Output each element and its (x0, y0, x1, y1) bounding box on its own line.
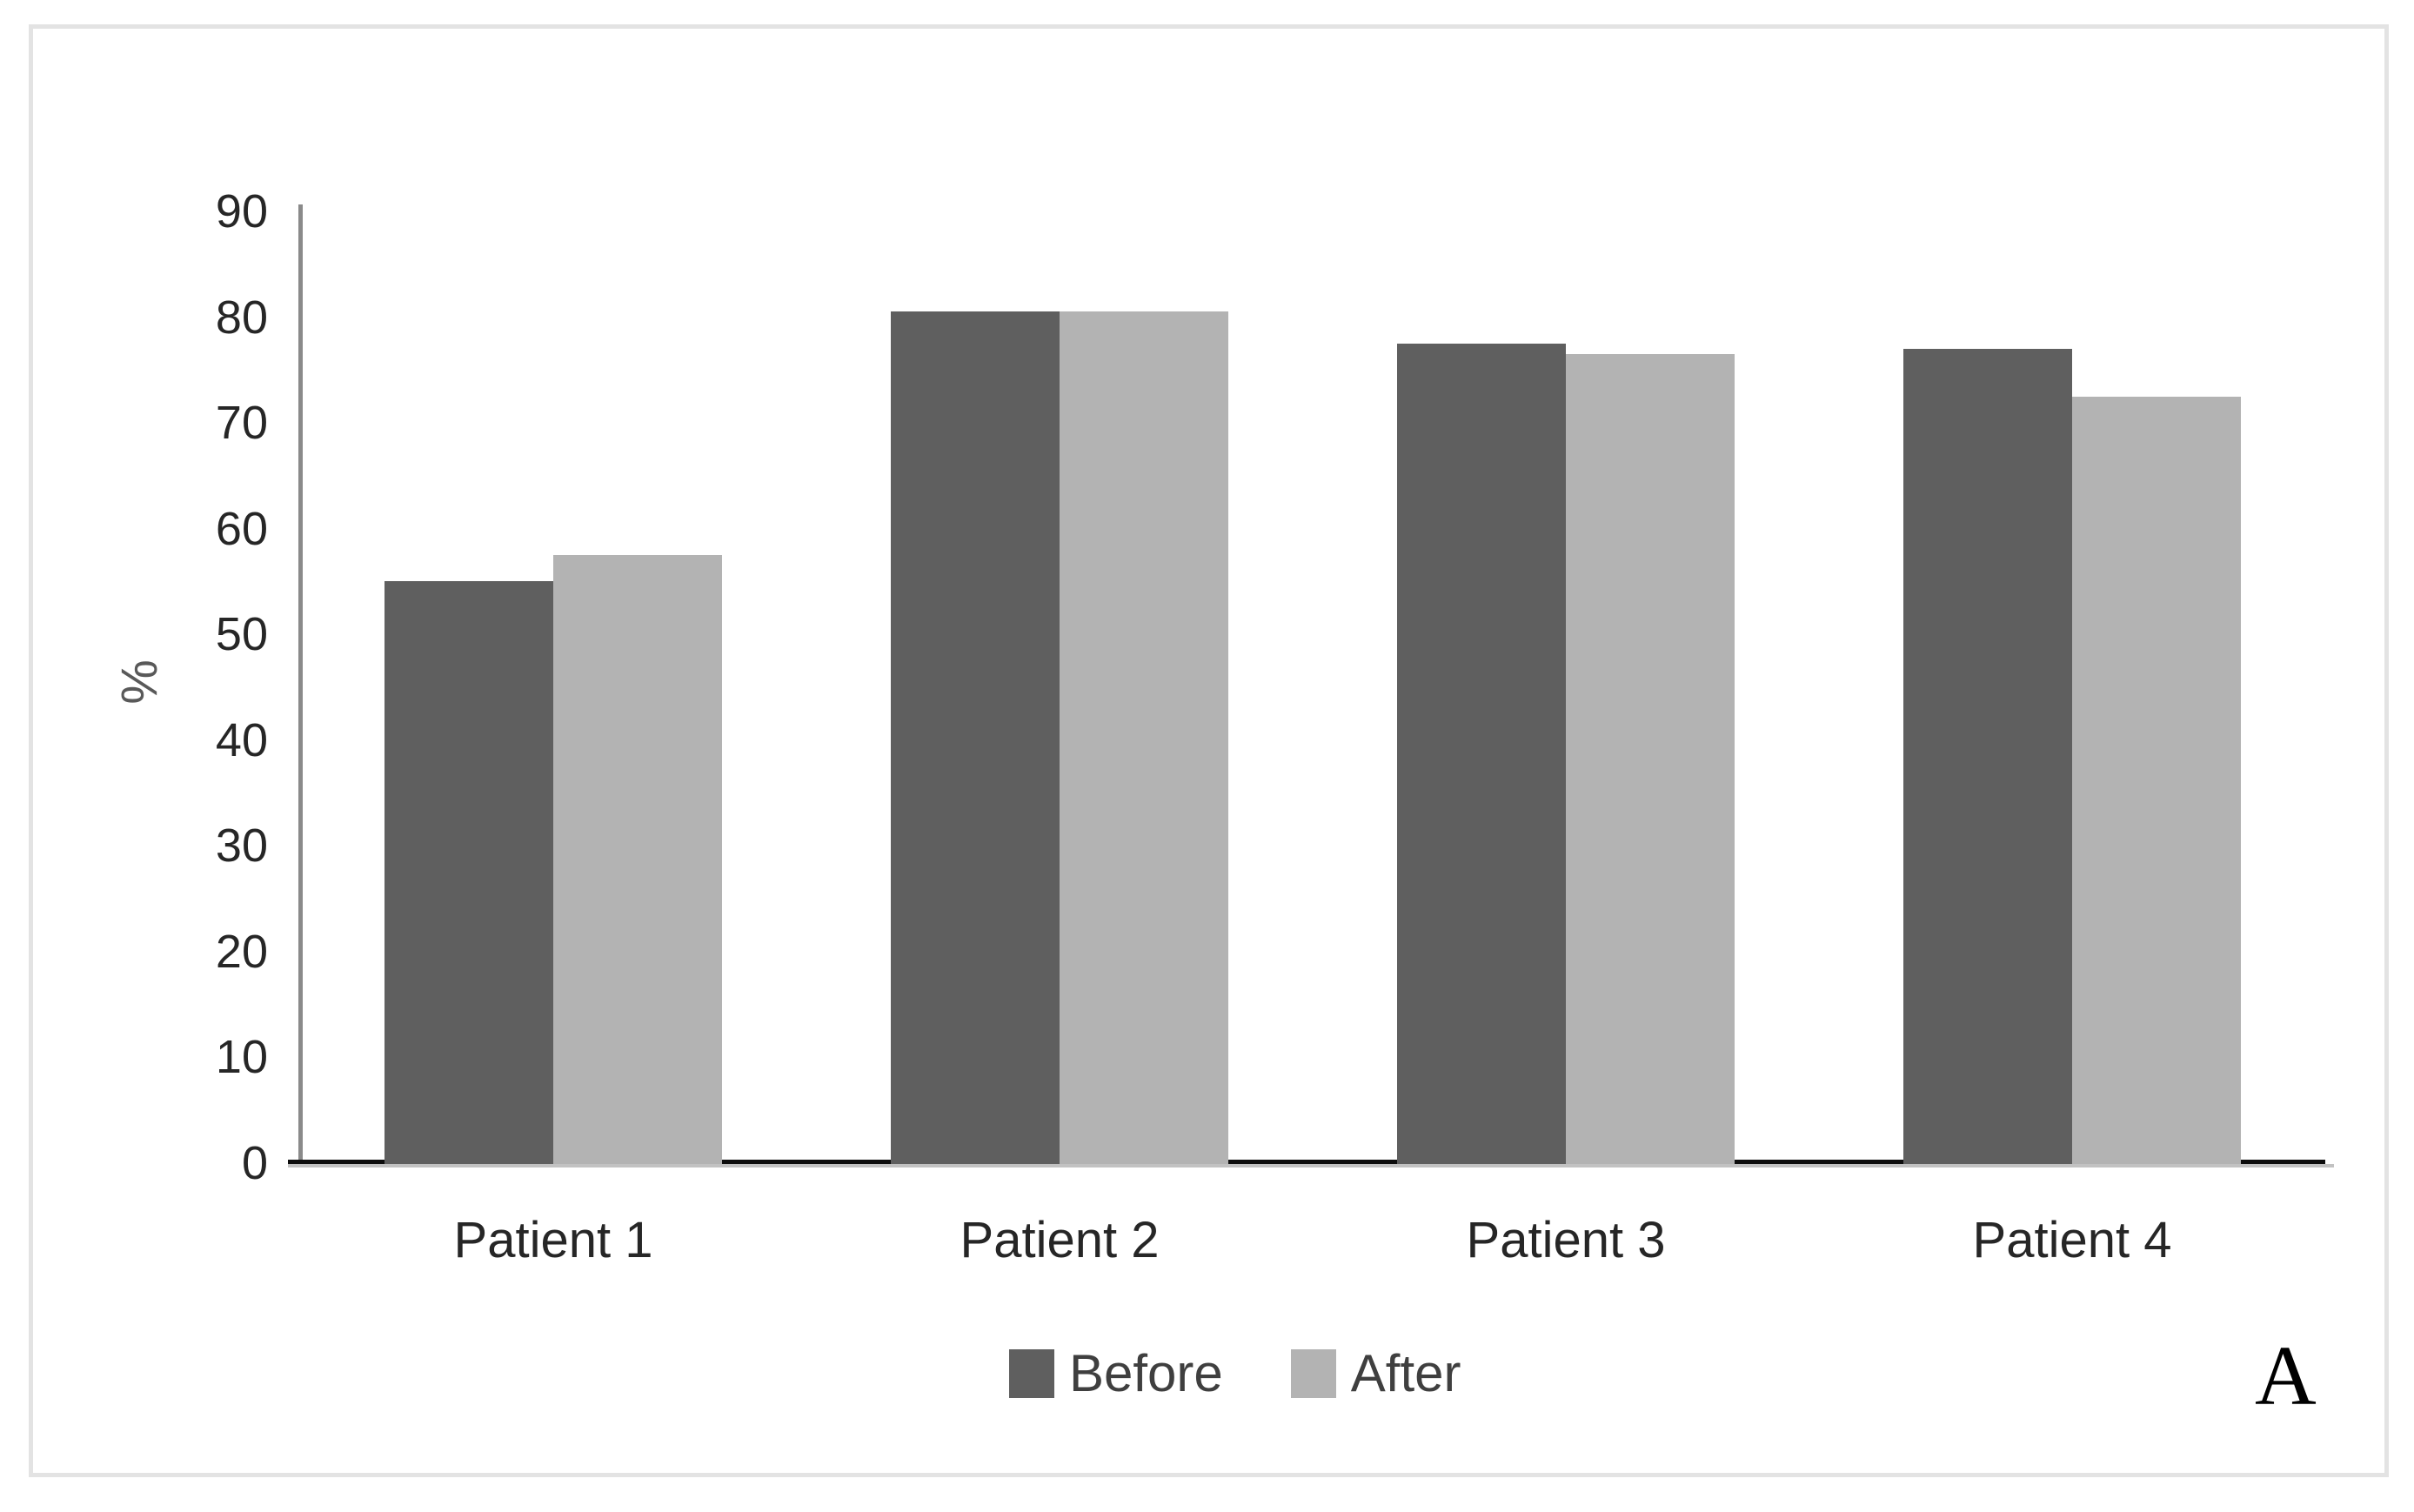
y-tick-label: 0 (241, 1137, 268, 1189)
legend-item-before: Before (1009, 1348, 1223, 1400)
y-tick-label: 70 (215, 397, 268, 450)
y-axis-line (298, 204, 303, 1167)
legend-label: After (1350, 1344, 1461, 1402)
y-tick-label: 40 (215, 713, 268, 766)
y-tick-label: 90 (215, 185, 268, 238)
y-tick-label: 50 (215, 608, 268, 661)
y-tick-label: 30 (215, 820, 268, 873)
x-category-label: Patient 3 (1466, 1212, 1666, 1268)
y-tick-label: 80 (215, 291, 268, 344)
chart-legend: Before After (1009, 1348, 1461, 1400)
bar-after-patient-3 (1566, 354, 1735, 1164)
panel-label: A (2255, 1329, 2317, 1423)
x-category-label: Patient 2 (960, 1212, 1160, 1268)
bar-after-patient-2 (1060, 311, 1228, 1164)
bar-before-patient-1 (385, 581, 553, 1164)
y-tick-label: 10 (215, 1031, 268, 1084)
bar-after-patient-4 (2072, 396, 2241, 1164)
bar-before-patient-2 (891, 311, 1060, 1164)
legend-label: Before (1069, 1344, 1223, 1402)
x-category-label: Patient 4 (1972, 1212, 2172, 1268)
bar-before-patient-4 (1903, 349, 2072, 1164)
x-axis-underline (288, 1164, 2334, 1167)
y-tick-label: 20 (215, 925, 268, 978)
legend-swatch-before (1009, 1349, 1054, 1398)
x-axis-line (288, 1160, 2325, 1164)
bar-after-patient-1 (553, 555, 722, 1164)
y-tick-label: 60 (215, 502, 268, 555)
legend-item-after: After (1290, 1344, 1461, 1402)
bar-before-patient-3 (1397, 343, 1566, 1164)
legend-swatch-after (1290, 1349, 1336, 1398)
x-category-label: Patient 1 (453, 1212, 653, 1268)
